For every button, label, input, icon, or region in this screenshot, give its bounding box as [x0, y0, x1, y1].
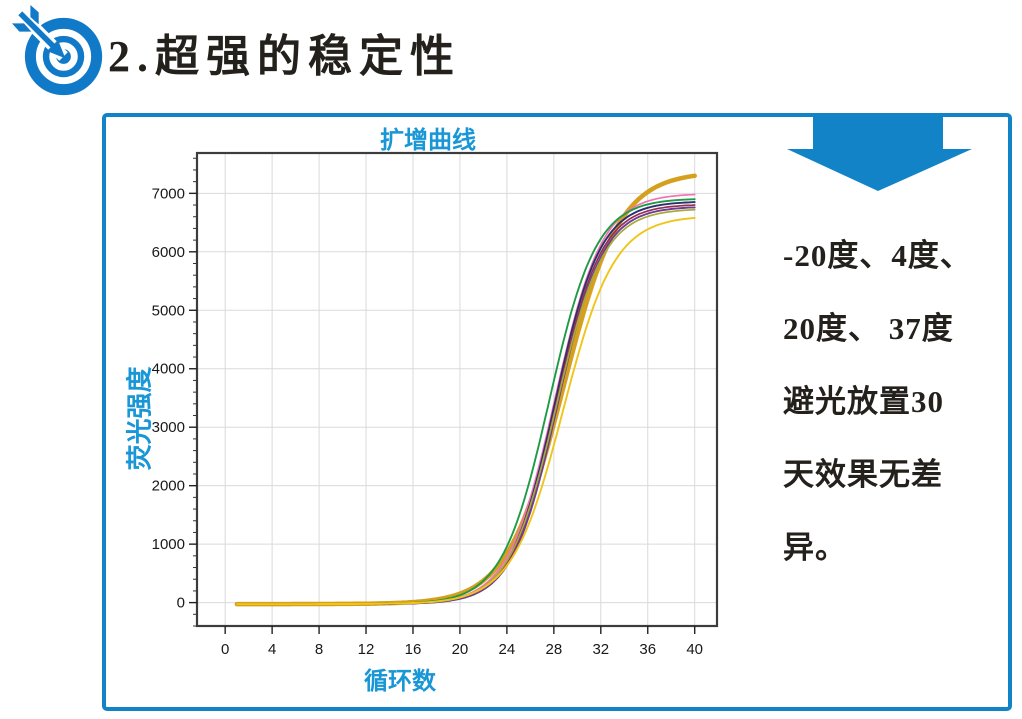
logo-middle-ring: [42, 35, 85, 78]
x-tick-label: 0: [221, 641, 229, 658]
curve-thick-gold: [234, 173, 697, 607]
chart-title: 扩增曲线: [380, 127, 476, 154]
note-line: -20度、4度、: [783, 238, 972, 273]
x-tick-label: 28: [545, 641, 562, 658]
x-tick-label: 12: [358, 641, 375, 658]
y-axis-title: 荧光强度: [124, 366, 155, 471]
note-line: 20度、 37度: [783, 311, 954, 346]
note-line: 异。: [783, 530, 847, 565]
x-axis-title: 循环数: [364, 668, 436, 695]
amplification-curve-chart: 0 1000 2000 3000 4000 5000 6000 7000 0 4 8 12 16 20 24…: [152, 151, 719, 658]
y-tick-label: 5000: [152, 302, 185, 319]
x-tick-label: 36: [639, 641, 656, 658]
logo-dart-head: [46, 39, 66, 59]
x-tick-label: 24: [499, 641, 516, 658]
x-tick-label: 40: [686, 641, 703, 658]
curve-green: [235, 198, 696, 606]
target-dart-logo-icon: [12, 5, 103, 96]
curve-olive: [236, 208, 696, 605]
plot-border: [195, 151, 719, 628]
x-tick-label: 4: [268, 641, 276, 658]
y-tick-label: 4000: [152, 361, 185, 378]
note-text: -20度、4度、 20度、 37度 避光放置30 天效果无差 异。: [783, 226, 1011, 591]
page-title: 2.超强的稳定性: [108, 32, 461, 81]
note-line: 避光放置30: [783, 384, 944, 419]
down-arrow-icon: [787, 116, 972, 191]
logo-outer-ring: [24, 17, 103, 96]
y-tick-label: 6000: [152, 244, 185, 261]
x-tick-label: 16: [405, 641, 422, 658]
y-tick-label: 0: [177, 595, 185, 612]
logo-dart-shaft: [18, 11, 60, 53]
y-tick-label: 2000: [152, 478, 185, 495]
x-tick-label: 32: [592, 641, 609, 658]
down-arrow-shape: [787, 116, 972, 191]
y-tick-label: 3000: [152, 419, 185, 436]
note-line: 天效果无差: [783, 457, 943, 492]
logo-dart-fletch-left: [12, 23, 32, 32]
curve-yellow: [235, 216, 696, 606]
x-tick-label: 8: [315, 641, 323, 658]
y-tick-label: 1000: [152, 536, 185, 553]
x-tick-label: 20: [452, 641, 469, 658]
y-tick-label: 7000: [152, 185, 185, 202]
logo-dart-fletch-right: [30, 5, 39, 25]
curve-pink: [236, 193, 696, 605]
